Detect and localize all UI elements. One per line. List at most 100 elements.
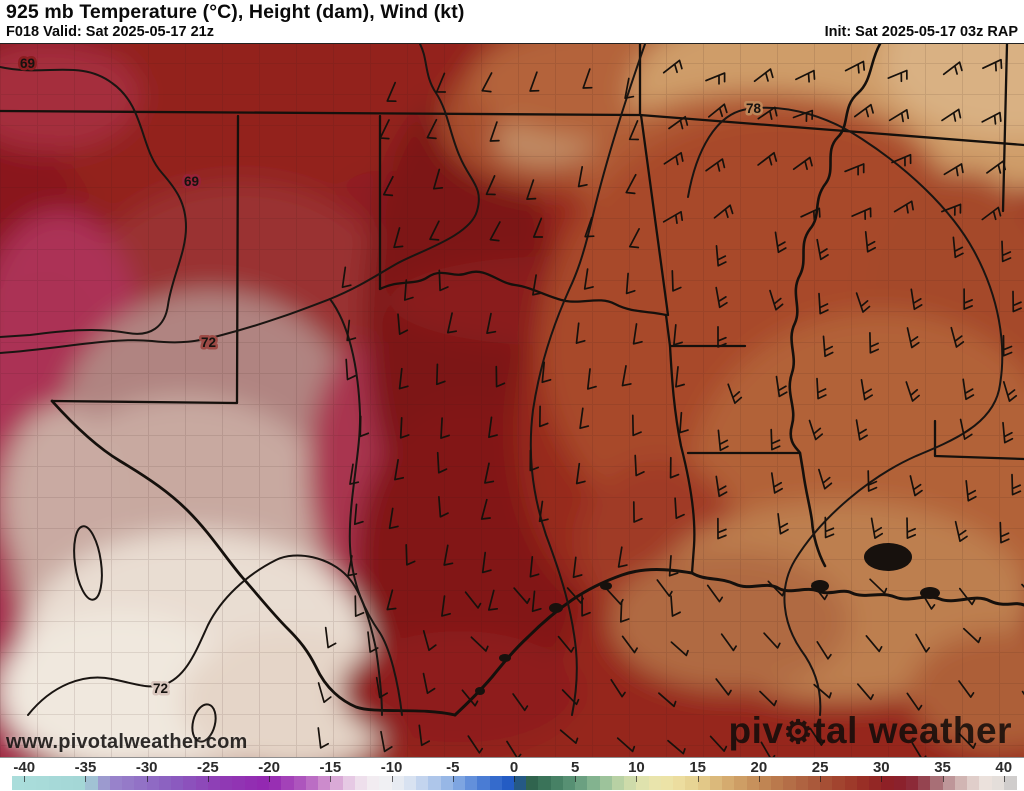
wind-barb — [341, 266, 352, 289]
colorbar-segment — [758, 776, 772, 790]
wind-barb — [763, 632, 781, 649]
colorbar-segment — [685, 776, 699, 790]
colorbar-tick — [452, 776, 454, 782]
wind-barb — [808, 419, 824, 441]
colorbar-segment — [122, 776, 136, 790]
wind-barb — [668, 115, 689, 130]
colorbar-tick-label: -5 — [446, 759, 460, 776]
colorbar-segment — [354, 776, 368, 790]
map-area: 69 69 72 78 72 www.pivotalweather.com piv⚙ta… — [0, 43, 1024, 758]
page-title: 925 mb Temperature (°C), Height (dam), W… — [6, 1, 465, 23]
colorbar-tick — [1003, 776, 1005, 782]
colorbar-segment — [722, 776, 735, 790]
colorbar-segment — [85, 776, 99, 790]
wind-barb — [941, 203, 962, 216]
wind-barb — [853, 103, 874, 118]
wind-barb — [671, 270, 682, 292]
colorbar-segment — [575, 776, 589, 790]
wind-barb — [705, 72, 726, 85]
wind-barb — [860, 379, 873, 401]
wind-barb — [959, 418, 973, 440]
wind-barb — [656, 579, 673, 597]
wind-barb — [617, 546, 628, 568]
wind-barb — [809, 727, 826, 746]
wind-barb — [813, 683, 832, 699]
wind-barb — [440, 417, 450, 439]
wind-barb — [792, 156, 813, 171]
wind-barb — [559, 729, 579, 744]
colorbar-segment — [979, 776, 993, 790]
wind-barb — [906, 517, 917, 539]
wind-barb — [958, 680, 975, 698]
wind-barb — [706, 584, 724, 603]
wind-barb — [438, 269, 449, 292]
wind-barb — [717, 517, 727, 540]
colorbar-segment — [905, 776, 919, 790]
wind-barb — [663, 151, 684, 166]
wind-barb — [443, 544, 454, 566]
wind-barb — [586, 368, 597, 390]
colorbar-segment — [526, 776, 540, 790]
colorbar-tick — [514, 776, 515, 782]
wind-barb — [816, 377, 827, 400]
colorbar-segment — [440, 776, 454, 790]
wind-barb — [662, 59, 683, 74]
wind-barb — [480, 498, 491, 520]
wind-barb — [715, 286, 728, 309]
contour-label: 72 — [201, 335, 216, 350]
wind-barb — [824, 516, 835, 539]
wind-barb — [800, 207, 821, 221]
colorbar-segment — [954, 776, 968, 790]
wind-barb — [717, 429, 729, 452]
wind-barb — [715, 475, 728, 498]
wind-barb — [628, 228, 640, 249]
wind-barb — [982, 58, 1003, 72]
wind-barb — [388, 507, 399, 530]
colorbar-segment — [403, 776, 417, 790]
colorbar-segment — [12, 776, 25, 790]
colorbar-segment — [73, 776, 87, 790]
wind-barb — [577, 165, 588, 188]
colorbar-segment — [477, 776, 491, 790]
colorbar-segment — [660, 776, 674, 790]
wind-barb — [441, 595, 451, 617]
wind-barb — [792, 109, 814, 123]
height-contours — [0, 44, 1004, 743]
wind-barb — [382, 175, 394, 197]
wind-barb — [397, 313, 409, 335]
wind-barb — [963, 288, 973, 310]
wind-barb — [532, 217, 544, 238]
wind-barb — [822, 335, 834, 358]
wind-barb — [870, 517, 884, 539]
wind-barb — [632, 501, 643, 523]
wind-barb — [777, 512, 789, 535]
wind-barb — [432, 168, 444, 190]
colorbar-segment — [220, 776, 233, 790]
wind-barb — [770, 428, 781, 451]
colorbar-segment — [256, 776, 270, 790]
init-time-label: Init: Sat 2025-05-17 03z RAP — [824, 24, 1018, 40]
colorbar-segment — [232, 776, 246, 790]
wind-barb — [375, 676, 388, 699]
colorbar-segment — [832, 776, 846, 790]
wind-barb — [531, 590, 542, 613]
wind-barb — [670, 595, 681, 617]
wind-barb — [632, 323, 643, 345]
colorbar-segment — [330, 776, 344, 790]
colorbar-tick — [881, 776, 883, 782]
wind-barb — [1002, 381, 1018, 402]
wind-barb — [526, 179, 537, 200]
wind-barb — [317, 727, 330, 749]
wind-barb — [670, 641, 689, 657]
colorbar-tick-label: 35 — [934, 759, 951, 776]
wind-barb — [962, 378, 975, 401]
colorbar-segment — [514, 776, 527, 790]
colorbar-tick — [330, 776, 332, 782]
wind-barb — [942, 61, 963, 76]
colorbar-segment — [60, 776, 74, 790]
colorbar-tick-label: 5 — [571, 759, 580, 776]
wind-barb — [906, 327, 920, 349]
wind-barb — [436, 451, 448, 474]
wind-barb — [631, 414, 642, 437]
wind-barb — [584, 216, 595, 238]
